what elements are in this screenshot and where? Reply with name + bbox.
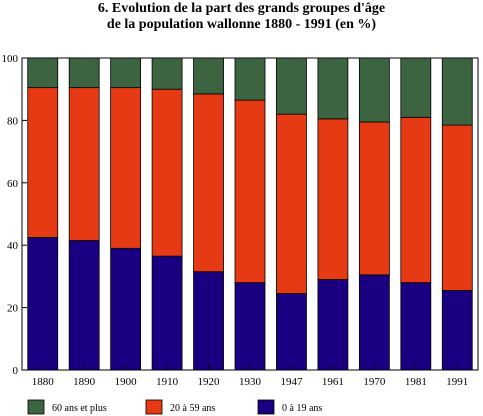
bar-segment: [276, 293, 307, 371]
x-tick-label: 1930: [239, 376, 262, 388]
bar-segment: [27, 236, 59, 371]
bar-segment: [317, 118, 349, 280]
bar-segment: [68, 87, 100, 241]
bar-segment: [234, 99, 266, 284]
bar-segment: [151, 88, 183, 257]
x-tick-label: 1910: [156, 376, 179, 388]
y-tick-label: 100: [2, 53, 19, 65]
bar-segment: [441, 124, 473, 291]
bar-segment: [358, 121, 390, 276]
bar-segment: [234, 57, 266, 101]
bar-segment: [400, 57, 432, 118]
legend-swatch: [27, 399, 45, 415]
bar-segment: [317, 57, 349, 120]
chart-title: 6. Evolution de la part des grands group…: [97, 1, 386, 16]
x-tick-label: 1970: [363, 376, 386, 388]
x-tick-label: 1890: [73, 376, 96, 388]
y-tick-label: 20: [7, 303, 19, 315]
bar-segment: [193, 271, 224, 371]
bar-segment: [151, 57, 183, 90]
legend-label: 60 ans et plus: [52, 403, 107, 414]
x-tick-label: 1981: [405, 376, 427, 388]
bar-segment: [27, 87, 59, 238]
legend-swatch: [145, 399, 163, 415]
legend-label: 20 à 59 ans: [170, 403, 215, 414]
x-tick-label: 1991: [446, 376, 468, 388]
bar-segment: [317, 279, 349, 371]
y-tick-label: 80: [7, 115, 19, 127]
x-tick-label: 1880: [32, 376, 55, 388]
bar-segment: [400, 282, 432, 371]
bar-segment: [110, 57, 142, 89]
bar-segment: [400, 116, 432, 284]
bar-segment: [276, 57, 307, 115]
bar-segment: [441, 290, 473, 371]
x-tick-label: 1900: [115, 376, 138, 388]
x-tick-label: 1947: [280, 376, 303, 388]
bar-segment: [27, 57, 59, 89]
y-tick-label: 60: [7, 178, 19, 190]
bar-segment: [276, 113, 307, 294]
bar-segment: [193, 57, 224, 95]
bar-segment: [193, 93, 224, 273]
bar-segment: [441, 57, 473, 126]
bar-segment: [358, 57, 390, 123]
bar-segment: [68, 240, 100, 371]
bar-segment: [358, 274, 390, 371]
bar-segment: [68, 57, 100, 89]
legend-swatch: [257, 399, 275, 415]
bar-segment: [110, 87, 142, 249]
y-tick-label: 40: [7, 240, 19, 252]
y-tick-label: 0: [13, 365, 19, 377]
bar-segment: [110, 247, 142, 371]
legend-label: 0 à 19 ans: [282, 403, 322, 414]
chart-subtitle: de la population wallonne 1880 - 1991 (e…: [106, 17, 377, 32]
x-tick-label: 1920: [198, 376, 221, 388]
x-tick-label: 1961: [322, 376, 344, 388]
bar-segment: [151, 255, 183, 371]
bar-segment: [234, 282, 266, 371]
